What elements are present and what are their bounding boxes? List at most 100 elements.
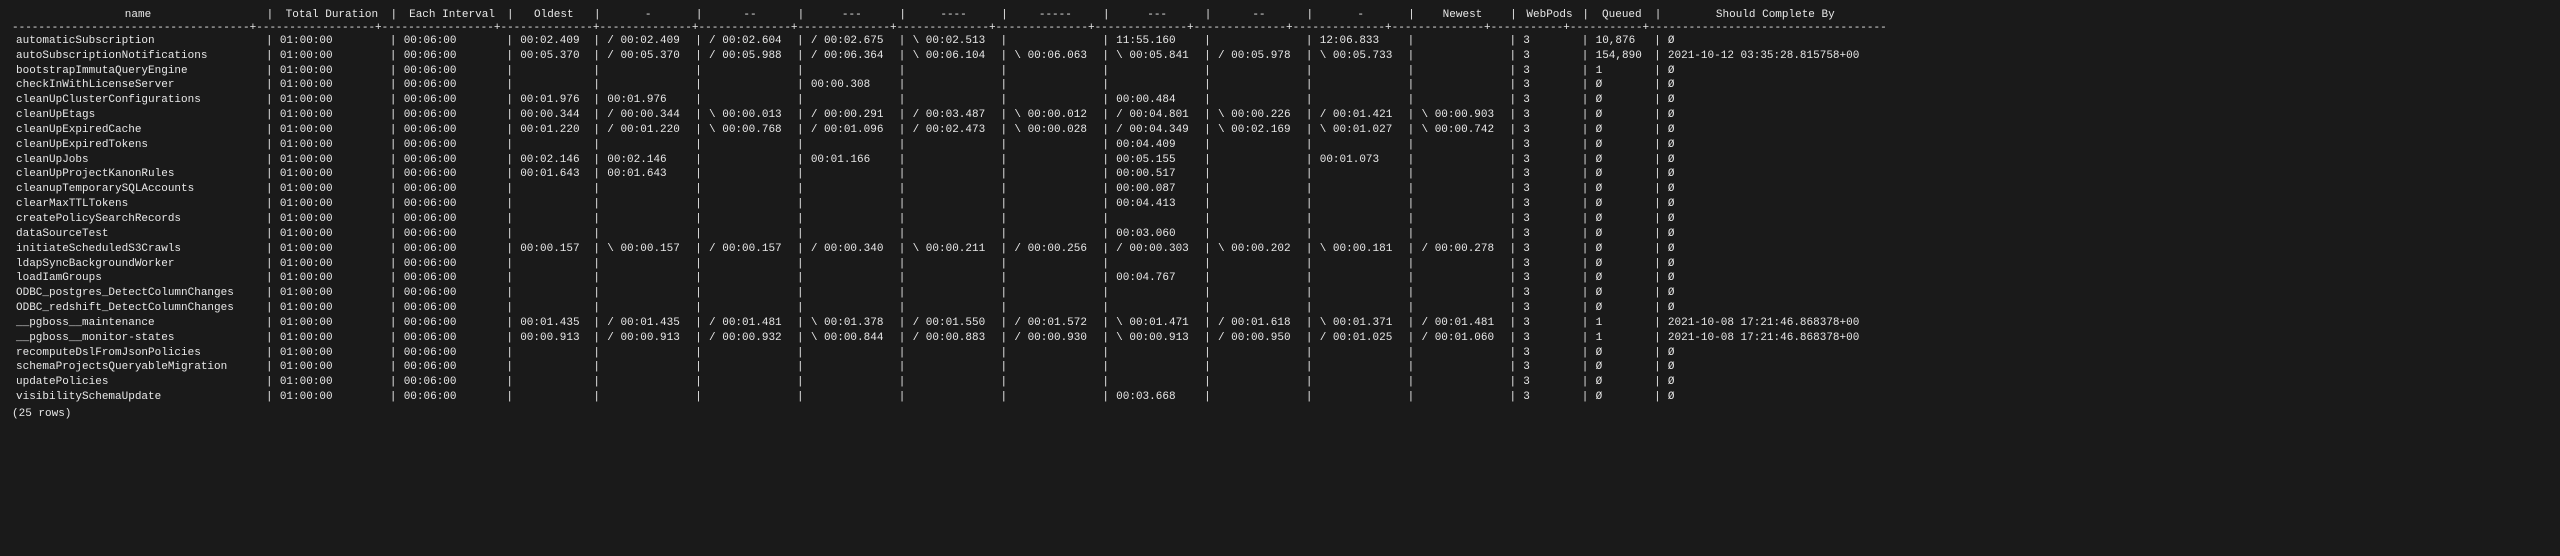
column-divider: | — [504, 153, 516, 168]
cell-each: 00:06:00 — [400, 286, 505, 301]
column-divider: | — [1652, 212, 1664, 227]
cell-queued: Ø — [1592, 78, 1652, 93]
column-divider: | — [1580, 78, 1592, 93]
column-divider: | — [591, 138, 603, 153]
cell-queued: Ø — [1592, 93, 1652, 108]
column-divider: | — [388, 197, 400, 212]
cell-c4 — [909, 390, 999, 405]
column-divider: | — [693, 346, 705, 361]
cell-c5 — [1010, 227, 1100, 242]
column-divider: | — [795, 375, 807, 390]
cell-complete: Ø — [1664, 34, 1887, 49]
cell-total: 01:00:00 — [276, 331, 388, 346]
column-divider: | — [1202, 257, 1214, 272]
cell-name: ldapSyncBackgroundWorker — [12, 257, 264, 272]
table-row: cleanUpClusterConfigurations |01:00:00 |… — [12, 93, 1887, 108]
cell-c1 — [603, 182, 693, 197]
cell-c6 — [1112, 64, 1202, 79]
column-divider: | — [504, 346, 516, 361]
cell-complete: Ø — [1664, 242, 1887, 257]
cell-c2 — [705, 286, 795, 301]
column-divider: | — [1406, 78, 1418, 93]
column-divider: | — [1406, 301, 1418, 316]
column-divider: | — [388, 242, 400, 257]
column-divider: | — [1304, 375, 1316, 390]
column-divider: | — [1406, 375, 1418, 390]
cell-c8 — [1316, 197, 1406, 212]
cell-c6: \ 00:00.913 — [1112, 331, 1202, 346]
column-divider: | — [999, 153, 1011, 168]
cell-c8 — [1316, 167, 1406, 182]
column-divider: | — [504, 34, 516, 49]
cell-c8 — [1316, 212, 1406, 227]
cell-queued: Ø — [1592, 242, 1652, 257]
cell-complete: Ø — [1664, 301, 1887, 316]
column-divider: | — [1580, 286, 1592, 301]
column-divider: | — [1580, 316, 1592, 331]
column-divider: | — [1202, 167, 1214, 182]
cell-each: 00:06:00 — [400, 108, 505, 123]
cell-complete: 2021-10-12 03:35:28.815758+00 — [1664, 49, 1887, 64]
column-divider: | — [264, 286, 276, 301]
cell-c3: \ 00:01.378 — [807, 316, 897, 331]
column-divider: | — [1652, 8, 1664, 23]
cell-complete: Ø — [1664, 375, 1887, 390]
cell-c0 — [516, 78, 591, 93]
column-divider: | — [1406, 8, 1418, 23]
cell-c7 — [1214, 390, 1304, 405]
column-divider: | — [1202, 93, 1214, 108]
column-header-c0: Oldest — [516, 8, 591, 23]
cell-c5 — [1010, 153, 1100, 168]
cell-c3 — [807, 64, 897, 79]
column-divider: | — [693, 242, 705, 257]
column-divider: | — [999, 78, 1011, 93]
cell-c0 — [516, 286, 591, 301]
column-divider: | — [591, 286, 603, 301]
column-divider: | — [1580, 257, 1592, 272]
cell-c7 — [1214, 257, 1304, 272]
column-divider: | — [897, 93, 909, 108]
column-divider: | — [1507, 93, 1519, 108]
column-divider: | — [1304, 346, 1316, 361]
column-divider: | — [504, 331, 516, 346]
column-divider: | — [795, 8, 807, 23]
column-header-c7: -- — [1214, 8, 1304, 23]
column-divider: | — [1507, 108, 1519, 123]
cell-queued: Ø — [1592, 212, 1652, 227]
column-divider: | — [693, 286, 705, 301]
column-divider: | — [1100, 346, 1112, 361]
column-divider: | — [1406, 64, 1418, 79]
column-divider: | — [504, 301, 516, 316]
cell-total: 01:00:00 — [276, 257, 388, 272]
column-divider: | — [591, 390, 603, 405]
cell-each: 00:06:00 — [400, 346, 505, 361]
column-divider: | — [693, 138, 705, 153]
cell-total: 01:00:00 — [276, 138, 388, 153]
cell-c0 — [516, 360, 591, 375]
column-divider: | — [1507, 316, 1519, 331]
column-divider: | — [897, 227, 909, 242]
cell-c9 — [1418, 227, 1508, 242]
column-divider: | — [1406, 167, 1418, 182]
cell-name: __pgboss__monitor-states — [12, 331, 264, 346]
cell-each: 00:06:00 — [400, 271, 505, 286]
cell-webpods: 3 — [1519, 375, 1579, 390]
column-divider: | — [1406, 346, 1418, 361]
column-divider: | — [264, 212, 276, 227]
column-divider: | — [1202, 197, 1214, 212]
cell-c5: / 00:00.256 — [1010, 242, 1100, 257]
cell-c9 — [1418, 182, 1508, 197]
column-divider: | — [264, 49, 276, 64]
cell-name: cleanUpJobs — [12, 153, 264, 168]
cell-c7 — [1214, 167, 1304, 182]
cell-c7 — [1214, 360, 1304, 375]
cell-each: 00:06:00 — [400, 49, 505, 64]
cell-c2 — [705, 257, 795, 272]
cell-c6 — [1112, 286, 1202, 301]
cell-webpods: 3 — [1519, 346, 1579, 361]
cell-c2: / 00:05.988 — [705, 49, 795, 64]
cell-c4 — [909, 167, 999, 182]
column-divider: | — [504, 93, 516, 108]
column-divider: | — [1100, 390, 1112, 405]
cell-queued: Ø — [1592, 167, 1652, 182]
